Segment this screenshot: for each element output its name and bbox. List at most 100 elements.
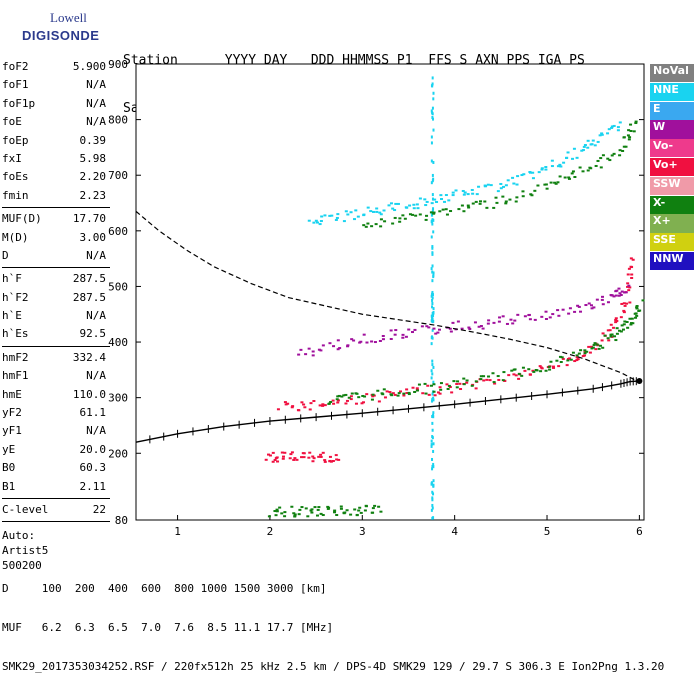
trace-point [334, 454, 338, 457]
interference-dot [431, 503, 434, 507]
interference-dot [431, 363, 434, 367]
trace-point [449, 330, 453, 333]
trace-point [344, 402, 348, 405]
interference-dot [431, 290, 434, 294]
trace-point [557, 365, 561, 368]
trace-point [293, 514, 297, 517]
trace-point [614, 318, 618, 321]
param-label: fxI [2, 151, 22, 165]
trace-point [425, 325, 429, 328]
trace-point [318, 404, 322, 407]
param-label: foF2 [2, 60, 29, 73]
trace-point [566, 359, 570, 362]
trace-point [521, 190, 525, 193]
interference-dot [432, 177, 435, 181]
param-value: 20.0 [79, 442, 107, 456]
trace-point [312, 457, 316, 460]
trace-point [283, 451, 287, 454]
trace-point [523, 315, 527, 318]
trace-point [573, 360, 577, 363]
trace-point [397, 392, 401, 395]
trace-point [566, 151, 570, 154]
interference-dot [431, 506, 434, 510]
footer-file-row: SMK29_2017353034252.RSF / 220fx512h 25 k… [2, 660, 665, 673]
interference-dot [431, 457, 434, 461]
trace-point [634, 120, 638, 123]
param-label: h`F [2, 272, 22, 286]
trace-point [332, 402, 336, 405]
interference-dot [430, 376, 433, 380]
trace-point [444, 208, 448, 211]
trace-point [288, 457, 292, 460]
trace-point [544, 369, 548, 372]
interference-dot [432, 442, 435, 446]
trace-point [475, 193, 479, 196]
trace-point [401, 336, 405, 339]
trace-point [505, 322, 509, 325]
param-value: N/A [86, 96, 106, 110]
trace-point [423, 382, 427, 385]
trace-point [593, 342, 597, 345]
trace-point [612, 326, 616, 329]
trace-point [610, 333, 614, 336]
param-label: D [2, 248, 9, 262]
trace-point [450, 391, 454, 394]
trace-point [327, 402, 331, 405]
trace-point [625, 302, 629, 305]
trace-point [615, 332, 619, 335]
trace-point [424, 218, 428, 221]
trace-point [628, 286, 632, 289]
trace-point [382, 388, 386, 391]
trace-point [622, 323, 626, 326]
dashed-curve [135, 210, 636, 381]
trace-point [387, 204, 391, 207]
trace-point [404, 335, 408, 338]
x-tick-label: 6 [636, 525, 643, 538]
trace-point [447, 199, 451, 202]
trace-point [488, 379, 492, 382]
interference-dot [430, 109, 433, 113]
trace-point [393, 216, 397, 219]
interference-dot [431, 496, 434, 500]
trace-point [630, 276, 634, 279]
trace-point [342, 220, 346, 223]
trace-point [632, 130, 636, 133]
interference-dot [432, 271, 435, 275]
param-label: yE [2, 442, 16, 456]
trace-point [600, 132, 604, 135]
trace-point [513, 319, 517, 322]
trace-point [457, 208, 461, 211]
param-value: 17.70 [72, 212, 106, 226]
trace-point [483, 184, 487, 187]
trace-point [376, 389, 380, 392]
trace-point [334, 218, 338, 221]
interference-dot [432, 365, 435, 369]
trace-point [606, 301, 610, 304]
trace-point [515, 196, 519, 199]
trace-point [407, 328, 411, 331]
trace-point [522, 173, 526, 176]
trace-point [311, 350, 315, 353]
interference-dot [432, 479, 435, 483]
trace-point [561, 357, 565, 360]
trace-point [415, 203, 419, 206]
trace-point [523, 369, 527, 372]
trace-point [402, 394, 406, 397]
trace-point [540, 167, 544, 170]
trace-point [391, 207, 395, 210]
param-row: B1 2.11 [2, 478, 110, 496]
interference-dot [432, 117, 435, 121]
trace-point [622, 136, 626, 139]
trace-point [405, 391, 409, 394]
trace-point [364, 504, 368, 507]
trace-point [573, 310, 577, 313]
trace-point [540, 367, 544, 370]
trace-point [613, 335, 617, 338]
trace-point [347, 396, 351, 399]
trace-point [344, 210, 348, 213]
trace-point [316, 508, 320, 511]
trace-point [586, 146, 590, 149]
trace-point [580, 149, 584, 152]
trace-point [363, 395, 367, 398]
interference-dot [431, 359, 434, 363]
